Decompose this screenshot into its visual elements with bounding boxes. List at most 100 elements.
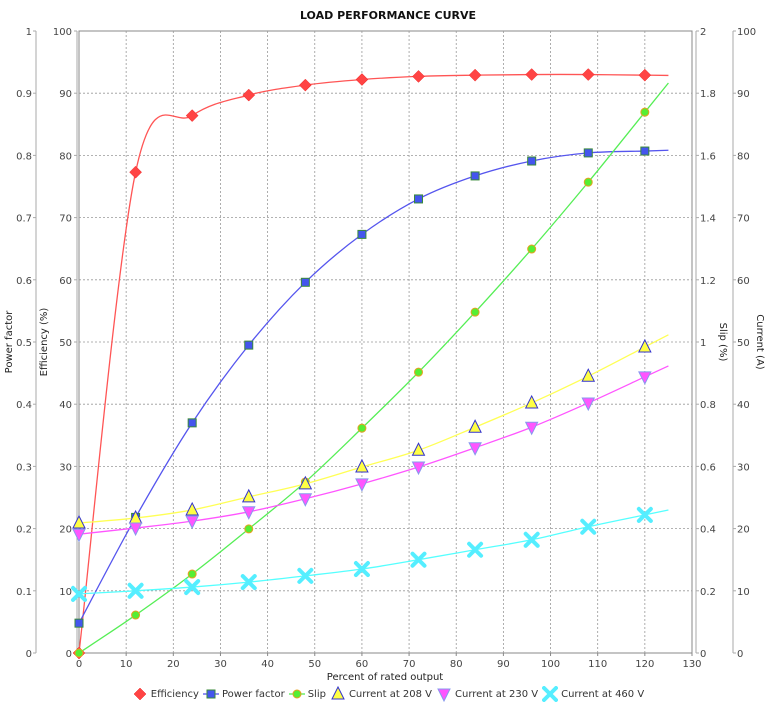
legend-item: Current at 230 V [436,686,538,702]
x-tick-label: 10 [120,659,133,670]
data-point [581,368,596,382]
data-point [470,171,480,181]
data-point [72,514,86,529]
data-point [527,244,537,254]
series-layer [71,68,669,660]
x-tick-label: 30 [214,659,227,670]
data-point [355,73,369,86]
data-point [74,648,84,658]
data-point [583,148,593,158]
chart-title: LOAD PERFORMANCE CURVE [300,9,476,22]
data-point [71,585,87,602]
y-tick-label: 50 [59,338,72,349]
y-tick-label: 1.4 [700,214,716,225]
data-point [185,501,199,516]
series-power-factor [74,146,669,628]
y-tick-label: 100 [737,27,756,38]
x-tick-label: 60 [356,659,369,670]
data-point [411,442,426,456]
y-tick-label: 20 [59,525,72,536]
data-point [468,442,482,456]
x-tick-label: 130 [682,659,701,670]
y-tick-label: 2 [700,27,706,38]
y-tick-label: 20 [737,525,750,536]
data-point [583,177,593,187]
data-point [357,423,367,433]
legend-label: Slip [307,688,326,700]
x-tick-label: 110 [588,659,607,670]
data-point [129,165,142,179]
y-tick-label: 0.7 [16,214,32,225]
y-tick-label: 1.2 [700,276,716,287]
legend-item: Current at 208 V [330,686,432,702]
legend-label: Efficiency [150,688,199,700]
y-tick-label: 40 [737,400,750,411]
y-tick-label: 100 [53,27,72,38]
data-point [638,338,652,353]
data-point [523,531,540,548]
y-tick-label: 30 [737,462,750,473]
series-slip [74,82,669,658]
y-tick-label: 70 [59,214,72,225]
diamond-icon [133,687,147,701]
axis-right-inner: 0 0.2 0.4 0.6 0.8 1 1.2 1.4 1.6 1.8 2 Slip (%) [695,27,728,660]
legend-item: Efficiency [132,686,199,702]
y-axis-label: Power factor [4,310,15,374]
data-point [300,277,310,287]
data-point [298,493,313,507]
data-point [467,541,484,558]
data-point [410,551,427,568]
data-point [185,515,199,530]
y-tick-label: 0.6 [700,462,716,473]
data-point [640,146,650,156]
y-tick-label: 0.4 [700,525,716,536]
x-axis-label: Percent of rated output [327,672,444,683]
data-point [244,524,254,534]
y-tick-label: 0.9 [16,89,32,100]
legend-item: Slip [288,686,326,702]
legend-label: Power factor [221,688,285,700]
y-tick-label: 0.2 [700,587,716,598]
legend-label: Current at 230 V [455,688,539,700]
data-point [72,528,86,543]
data-point [74,618,84,628]
data-point [353,561,370,578]
x-tick-label: 40 [261,659,274,670]
plot-area [78,30,693,654]
data-point [241,488,256,503]
y-tick-label: 0.2 [16,525,32,536]
legend-item: Current at 460 V [542,686,644,702]
y-tick-label: 0.3 [16,462,32,473]
circle-icon [288,689,305,699]
data-point [355,458,369,473]
y-tick-label: 50 [737,338,750,349]
x-tick-label: 70 [403,659,416,670]
y-tick-label: 80 [59,151,72,162]
y-tick-label: 0.1 [16,587,32,598]
data-point [525,68,539,81]
data-point [298,475,313,490]
y-tick-label: 1 [26,27,32,38]
y-tick-label: 0 [737,649,743,660]
data-point [187,569,197,579]
x-tick-label: 80 [450,659,463,670]
legend-item: Power factor [202,686,285,702]
data-point [128,522,143,537]
data-point [468,419,482,433]
y-tick-label: 0 [26,649,32,660]
y-tick-label: 0.8 [700,400,716,411]
y-tick-label: 0.8 [16,151,32,162]
axes: 0 10 20 30 40 50 60 70 80 90 100 110 120 13000.10.20.… [4,27,765,670]
data-point [242,88,256,102]
y-tick-label: 1.8 [700,89,716,100]
legend-label: Current at 208 V [348,688,433,700]
y-tick-label: 10 [59,587,72,598]
data-point [127,582,144,599]
grid [78,30,693,654]
data-point [412,70,425,83]
data-point [638,371,652,385]
data-point [527,156,537,166]
data-point [298,78,312,92]
series-current-at-230-v [72,365,669,543]
